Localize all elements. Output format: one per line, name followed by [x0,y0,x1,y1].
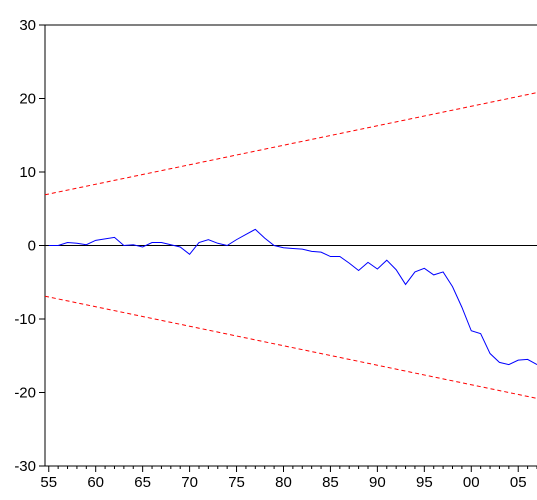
x-tick-label: 00 [463,474,480,491]
confidence-band-line [44,92,537,196]
x-tick-label: 05 [510,474,527,491]
x-tick-label: 90 [369,474,386,491]
y-tick-label: -30 [14,458,36,475]
axes [44,24,537,467]
x-tick-label: 75 [228,474,245,491]
y-tick-label: 30 [19,17,36,34]
y-tick-label: -10 [14,311,36,328]
x-tick-label: 80 [275,474,292,491]
x-tick-label: 60 [87,474,104,491]
y-tick-label: 10 [19,164,36,181]
x-tick-label: 95 [416,474,433,491]
data-series-line [48,228,537,366]
x-tick-label: 85 [322,474,339,491]
x-tick-label: 70 [181,474,198,491]
y-tick-label: 20 [19,91,36,108]
y-tick-label: 0 [28,238,36,255]
y-tick-label: -20 [14,385,36,402]
x-tick-label: 65 [134,474,151,491]
x-tick-label: 55 [40,474,57,491]
series-group [44,92,537,399]
